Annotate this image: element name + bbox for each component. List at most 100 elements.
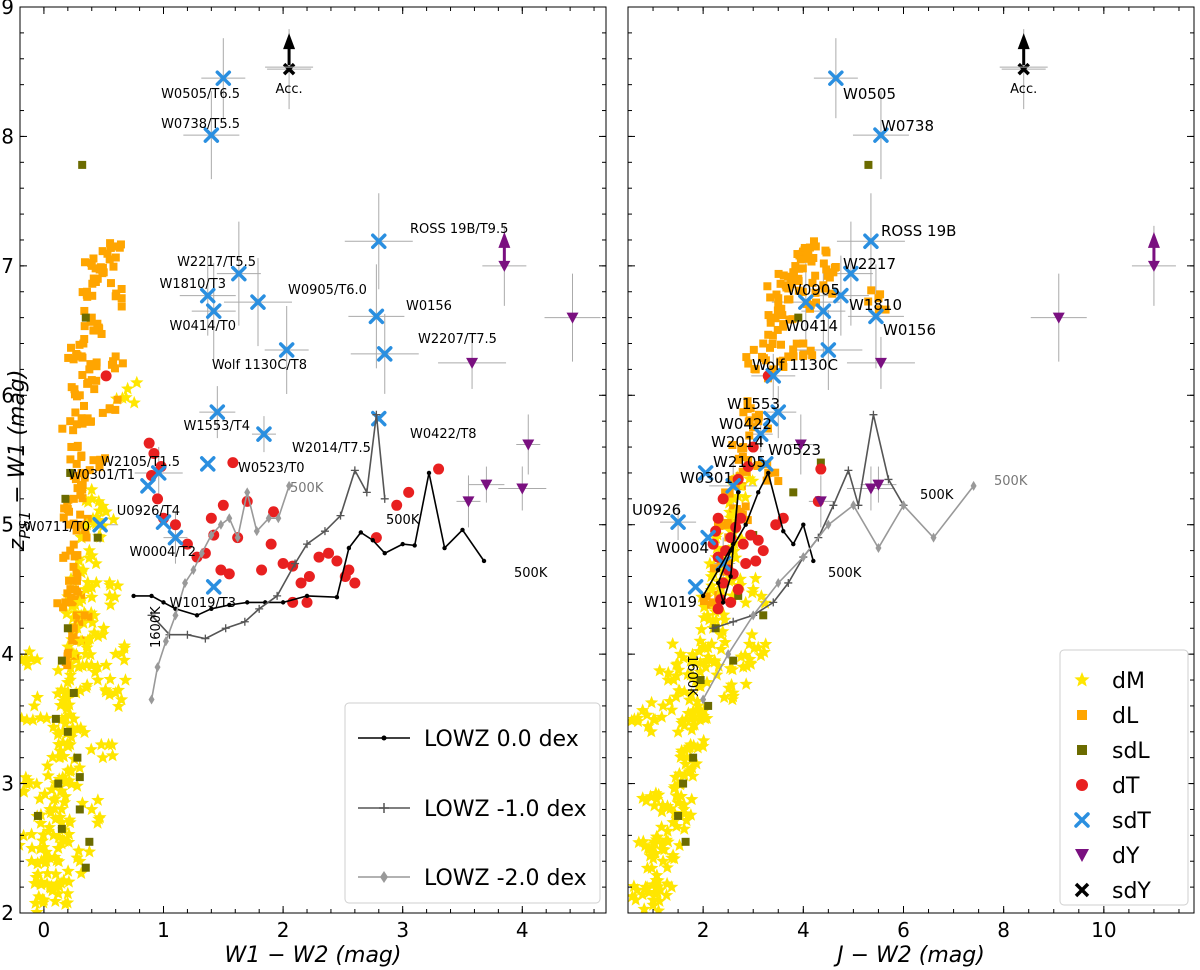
left-ytick-label: 5	[1, 513, 14, 537]
right-dm-point	[684, 737, 698, 751]
left-curve-marker	[198, 548, 205, 559]
right-dm-point	[684, 687, 698, 701]
right-dm-point	[725, 573, 739, 587]
left-object-label: W0905/T6.0	[288, 283, 367, 298]
left-dl-point	[80, 611, 89, 620]
left-dm-point	[55, 802, 69, 815]
left-dm-point	[48, 894, 62, 907]
right-dm-point	[640, 708, 654, 721]
right-dl-point	[811, 288, 820, 297]
right-dm-point	[640, 861, 655, 874]
right-acc-label: Acc.	[1010, 82, 1037, 97]
left-dm-point	[20, 770, 33, 784]
left-dm-point	[51, 886, 65, 900]
left-dm-point	[45, 782, 59, 796]
right-sdt-point	[820, 342, 837, 358]
left-dm-point	[30, 777, 44, 790]
right-dm-point	[725, 662, 740, 676]
right-sdt-point	[763, 410, 779, 427]
right-dm-point	[693, 665, 707, 678]
left-dm-point	[121, 381, 135, 395]
right-dl-point	[766, 313, 775, 322]
left-dm-point	[37, 840, 51, 853]
left-sdl-point	[63, 624, 72, 633]
right-dl-point	[745, 431, 754, 440]
right-dl-point	[764, 330, 773, 339]
left-dl-point	[61, 598, 70, 607]
left-curve-marker	[426, 470, 432, 476]
left-dl-point	[117, 302, 126, 311]
left-dl-point	[105, 404, 114, 413]
left-curve-marker	[334, 594, 340, 600]
left-curve-marker	[286, 480, 293, 491]
right-dl-point	[744, 417, 753, 426]
left-curve-line	[151, 414, 386, 640]
right-dm-point	[673, 647, 688, 660]
left-curve-marker	[275, 513, 282, 524]
left-curve-marker	[182, 577, 189, 588]
left-dl-point	[71, 585, 80, 594]
right-dl-point	[755, 461, 764, 470]
left-dm-point	[67, 647, 81, 660]
legend-label-sdl: sdL	[1112, 739, 1150, 764]
left-dm-point	[103, 597, 118, 611]
left-dm-point	[85, 491, 99, 505]
left-dm-point	[61, 864, 75, 877]
left-dl-point	[80, 401, 89, 410]
legend-label-sdt: sdT	[1112, 809, 1151, 834]
right-dt-point	[742, 460, 754, 472]
right-dl-point	[774, 477, 783, 486]
left-dl-point	[85, 466, 94, 475]
left-dm-point	[96, 518, 110, 532]
left-dm-point	[74, 866, 88, 879]
right-dm-point	[748, 571, 763, 585]
left-dm-point	[96, 499, 110, 512]
left-dl-point	[98, 408, 107, 417]
right-dm-point	[667, 673, 681, 686]
left-dl-point	[69, 519, 78, 528]
left-dl-point	[63, 661, 72, 670]
left-temp-label: 500K	[290, 481, 324, 496]
left-dl-point	[80, 473, 89, 482]
right-dm-point	[689, 756, 704, 770]
left-axes-frame	[19, 6, 607, 914]
left-dl-point	[106, 243, 115, 252]
right-dm-point	[669, 690, 683, 703]
left-dl-point	[89, 254, 98, 263]
right-dy-upper-arrow	[1147, 231, 1160, 262]
left-dm-point	[84, 605, 98, 619]
left-sdl-point	[57, 656, 66, 665]
right-dm-point	[669, 657, 683, 671]
right-dm-point	[691, 698, 705, 712]
right-dm-point	[742, 637, 757, 650]
right-dl-point	[798, 264, 807, 273]
right-dm-point	[689, 673, 703, 687]
right-series-dy	[794, 260, 1160, 508]
left-curve-marker	[221, 624, 230, 633]
legend-item-dy: dY	[1075, 844, 1140, 869]
right-dm-point	[649, 829, 664, 843]
left-curve-marker	[280, 600, 286, 605]
right-dl-point	[771, 468, 780, 477]
left-dl-point	[69, 562, 78, 571]
left-dt-point	[403, 486, 415, 498]
right-object-label: W1810	[849, 296, 902, 314]
left-dm-point	[30, 690, 45, 703]
right-sdl-point	[734, 591, 743, 600]
right-object-label: Wolf 1130C	[752, 356, 838, 374]
left-dl-point	[73, 443, 82, 452]
left-xtick-label: 2	[277, 918, 290, 942]
left-dl-point	[117, 284, 126, 293]
right-dm-point	[661, 665, 675, 679]
left-dm-point	[111, 578, 125, 592]
left-curve-marker	[346, 545, 352, 551]
left-dm-point	[30, 652, 44, 666]
left-dm-point	[61, 763, 75, 777]
right-dl-point	[779, 362, 788, 371]
left-dm-point	[84, 658, 99, 671]
right-dm-point	[661, 673, 675, 686]
left-object-label: W0422/T8	[410, 427, 477, 442]
left-dm-point	[33, 842, 47, 855]
left-dl-point	[95, 324, 104, 333]
right-dl-point	[769, 365, 778, 374]
